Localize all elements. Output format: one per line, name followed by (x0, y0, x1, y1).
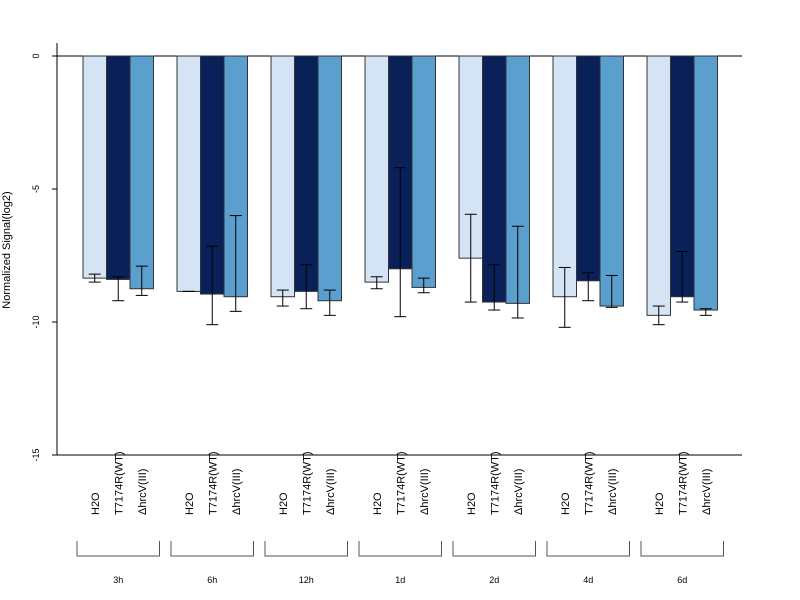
group-bracket (170, 541, 254, 557)
bar-label: H2O (466, 492, 478, 515)
bar-label: H2O (372, 492, 384, 515)
bar-label: T7174R(WT) (301, 451, 313, 515)
group-label: 2d (489, 575, 499, 585)
bar-label: ΔhrcV(III) (607, 469, 619, 515)
bar (693, 55, 718, 311)
bar-label: ΔhrcV(III) (231, 469, 243, 515)
bar-label: ΔhrcV(III) (325, 469, 337, 515)
bar (82, 55, 107, 279)
bar-label: ΔhrcV(III) (513, 469, 525, 515)
bar (106, 55, 131, 280)
bar-label: ΔhrcV(III) (137, 469, 149, 515)
group-label: 6h (207, 575, 217, 585)
bar (411, 55, 436, 288)
bar (364, 55, 389, 283)
bar-label: H2O (560, 492, 572, 515)
bar (599, 55, 624, 307)
group-label: 1d (395, 575, 405, 585)
y-tick-label: -15 (31, 448, 41, 461)
group-bracket (546, 541, 630, 557)
bar-label: T7174R(WT) (207, 451, 219, 515)
bar-label: T7174R(WT) (583, 451, 595, 515)
error-bars (88, 167, 712, 328)
y-tick-label: 0 (31, 53, 41, 58)
group-label: 4d (583, 575, 593, 585)
bar (646, 55, 671, 316)
bar-label: T7174R(WT) (395, 451, 407, 515)
bar-label: T7174R(WT) (113, 451, 125, 515)
group-label: 3h (113, 575, 123, 585)
bars (82, 55, 718, 316)
bar (576, 55, 601, 282)
y-tick-label: -10 (31, 315, 41, 328)
group-bracket (452, 541, 536, 557)
category-labels: H2O T7174R(WT) ΔhrcV(III) 3h H2O T7174R(WT) Δh… (76, 451, 724, 585)
bar-label: H2O (90, 492, 102, 515)
bar-label: T7174R(WT) (677, 451, 689, 515)
bar-label: H2O (278, 492, 290, 515)
bar-label: H2O (184, 492, 196, 515)
bar (317, 55, 342, 302)
group-bracket (76, 541, 160, 557)
group-bracket (264, 541, 348, 557)
bar (176, 55, 201, 292)
bar-label: ΔhrcV(III) (701, 469, 713, 515)
group-bracket (358, 541, 442, 557)
group-bracket (640, 541, 724, 557)
group-label: 12h (299, 575, 314, 585)
bar (129, 55, 154, 290)
bar-label: H2O (654, 492, 666, 515)
bar (294, 55, 319, 292)
y-axis-label: Normalized Signal(log2) (1, 191, 13, 308)
bar (270, 55, 295, 298)
bar (552, 55, 577, 298)
group-label: 6d (677, 575, 687, 585)
bar-label: T7174R(WT) (489, 451, 501, 515)
bar-label: ΔhrcV(III) (419, 469, 431, 515)
y-tick-label: -5 (31, 185, 41, 193)
